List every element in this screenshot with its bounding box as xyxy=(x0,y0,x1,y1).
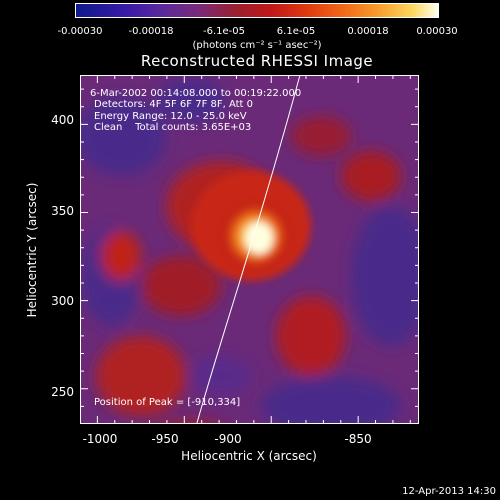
timestamp: 12-Apr-2013 14:30 xyxy=(402,486,496,497)
peak-position-annotation: Position of Peak = [-910,334] xyxy=(94,397,241,408)
clean-counts-annotation: Clean Total counts: 3.65E+03 xyxy=(94,122,252,133)
x-tick-label: -900 xyxy=(214,432,242,446)
heatmap-flare-source xyxy=(191,171,311,281)
x-tick-label: -950 xyxy=(151,432,179,446)
x-tick-label: -850 xyxy=(344,432,372,446)
colorbar-tick-label: -6.1e-05 xyxy=(203,26,245,37)
plot-title: Reconstructed RHESSI Image xyxy=(140,52,374,70)
y-tick-label: 350 xyxy=(51,204,74,218)
colorbar-tick-label: 0.00030 xyxy=(416,26,458,37)
y-tick-label: 300 xyxy=(51,294,74,308)
detectors-annotation: Detectors: 4F 5F 6F 7F 8F, Att 0 xyxy=(94,99,254,110)
colorbar-tick-label: -0.00018 xyxy=(128,26,174,37)
y-axis-title: Heliocentric Y (arcsec) xyxy=(25,182,39,318)
colorbar-tick-label: 6.1e-05 xyxy=(276,26,316,37)
y-tick-label: 400 xyxy=(51,113,74,127)
time-range-annotation: 6-Mar-2002 00:14:08.000 to 00:19:22.000 xyxy=(90,88,302,99)
colorbar-tick-label: 0.00018 xyxy=(347,26,389,37)
energy-range-annotation: Energy Range: 12.0 - 25.0 keV xyxy=(94,111,247,122)
colorbar-units: (photons cm⁻² s⁻¹ asec⁻²) xyxy=(192,40,322,51)
x-tick-label: -1000 xyxy=(82,432,118,446)
y-tick-label: 250 xyxy=(51,385,74,399)
colorbar-tick-label: -0.00030 xyxy=(57,26,103,37)
colorbar xyxy=(75,3,439,18)
x-axis-title: Heliocentric X (arcsec) xyxy=(181,449,317,463)
